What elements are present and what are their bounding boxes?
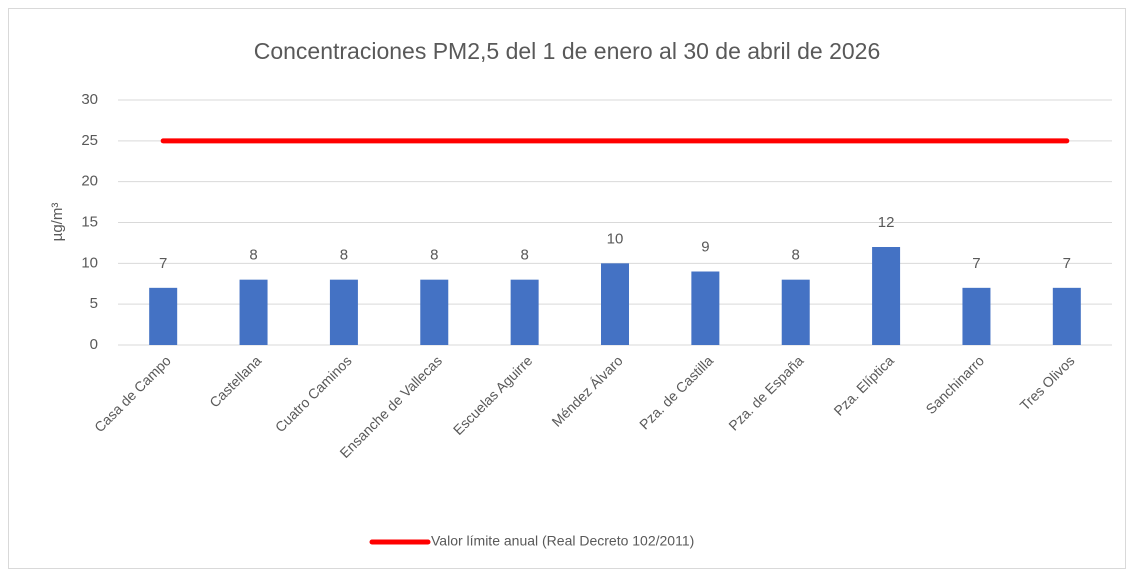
data-label: 7 [972,255,980,272]
y-tick-label: 20 [81,173,98,190]
data-label: 8 [430,247,438,264]
data-label: 10 [607,230,624,247]
y-tick-label: 25 [81,132,98,149]
y-tick-label: 30 [81,91,98,108]
bar [1052,287,1081,345]
data-label: 8 [792,247,800,264]
y-tick-label: 15 [81,213,98,230]
bar [601,263,629,345]
bar [420,279,449,345]
data-label: 8 [249,247,257,264]
bar [781,279,810,345]
data-label: 7 [159,255,167,272]
data-label: 8 [340,247,348,264]
bar [149,287,178,345]
chart-border [8,8,1126,569]
bar [329,279,358,345]
data-label: 8 [520,247,528,264]
bar [691,271,720,345]
y-tick-label: 0 [90,336,98,353]
data-label: 9 [701,238,709,255]
bar [872,247,901,345]
y-axis-label: µg/m³ [49,203,66,242]
data-label: 7 [1063,255,1071,272]
y-tick-label: 10 [81,254,98,271]
bar [510,279,539,345]
legend-label: Valor límite anual (Real Decreto 102/201… [431,533,694,549]
bar [239,279,268,345]
data-label: 12 [878,214,895,231]
y-tick-label: 5 [90,295,98,312]
chart-title: Concentraciones PM2,5 del 1 de enero al … [254,38,881,64]
bar [962,287,991,345]
